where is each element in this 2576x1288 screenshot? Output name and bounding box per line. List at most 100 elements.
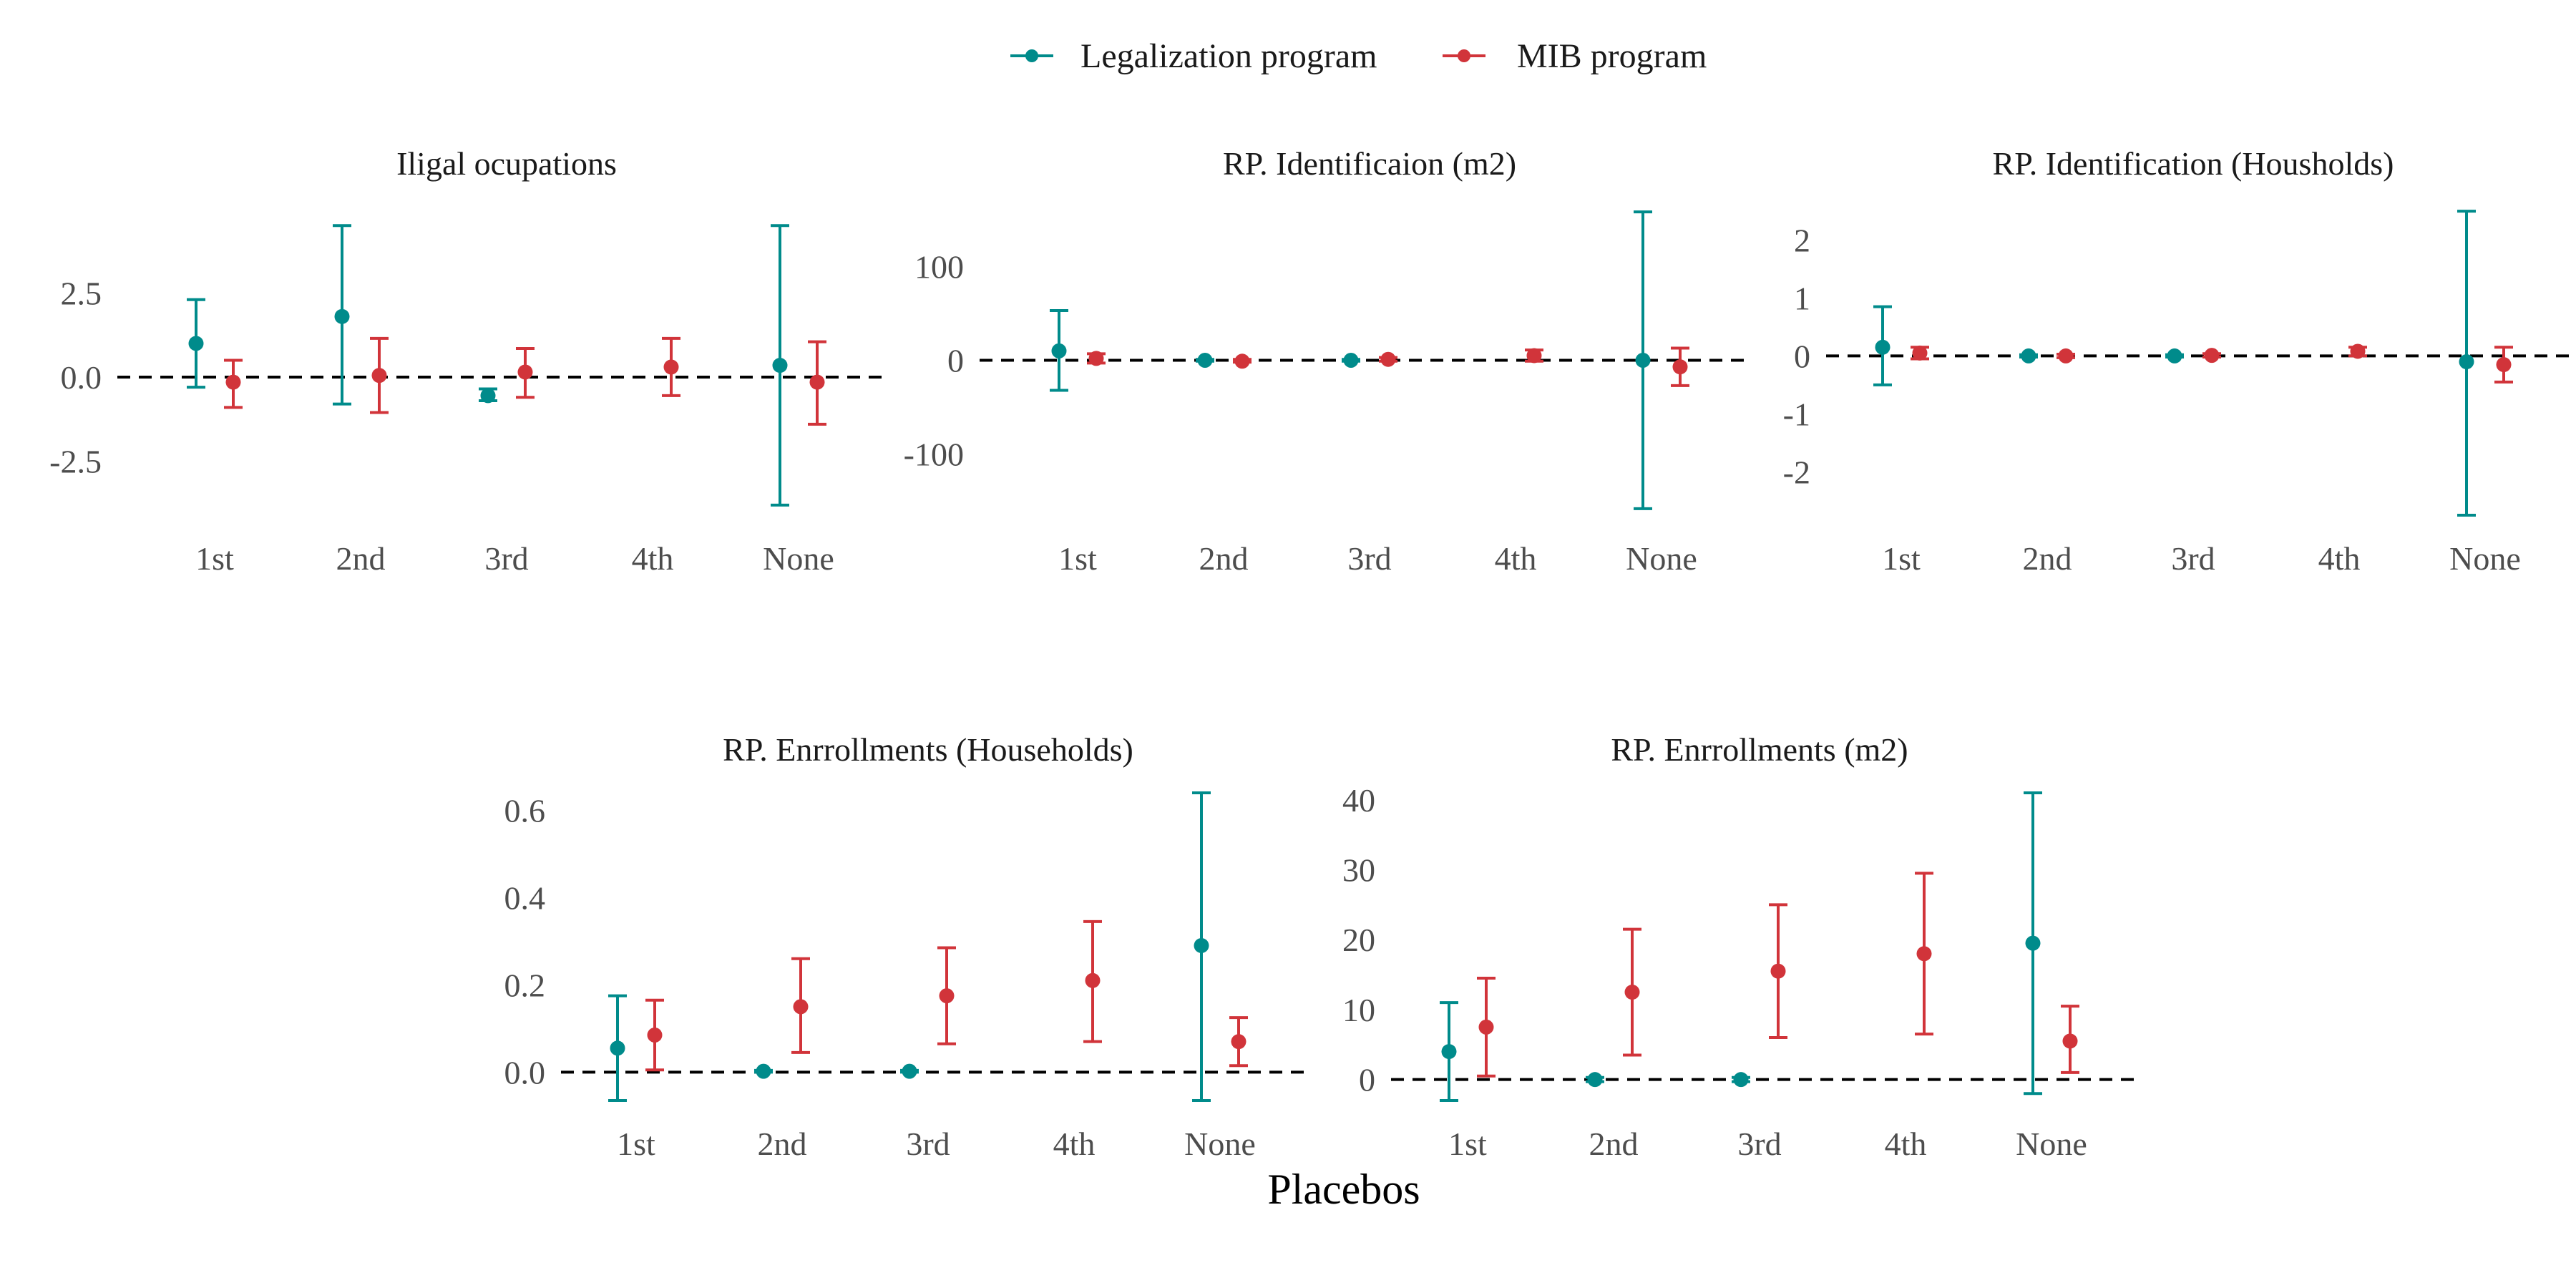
x-tick-label: 4th	[1053, 1126, 1096, 1162]
y-tick-label: -2.5	[49, 444, 102, 480]
point-estimate	[1441, 1044, 1457, 1060]
panel-title: RP. Enrrollments (m2)	[1611, 731, 1908, 768]
y-tick-label: 0.4	[504, 879, 546, 916]
x-tick-label: 3rd	[484, 540, 528, 577]
y-tick-label: 0	[1359, 1062, 1375, 1098]
estimate-legalization-none	[771, 224, 789, 507]
panel-2: RP. Identificaion (m2) 100 0 -100 1st 2nd 3rd 4…	[904, 145, 1745, 577]
x-tick-label: 2nd	[336, 540, 386, 577]
estimate-mib-4th	[1525, 348, 1543, 364]
point-estimate	[1624, 985, 1640, 1000]
x-tick-label: 1st	[617, 1126, 655, 1162]
point-estimate	[2058, 348, 2074, 364]
x-tick-label: None	[1184, 1126, 1256, 1162]
panel-title: RP. Identificaion (m2)	[1223, 145, 1516, 182]
panel-5: RP. Enrrollments (m2) 40 30 20 10 0 1st 2nd 3rd 4…	[1342, 731, 2134, 1162]
point-estimate	[1916, 946, 1932, 962]
estimate-legalization-3rd	[479, 387, 497, 404]
point-estimate	[2062, 1033, 2078, 1049]
point-estimate	[517, 364, 533, 380]
point-estimate	[1234, 353, 1250, 369]
panel-4: RP. Enrrollments (Households) 0.6 0.4 0.2 0.…	[504, 731, 1304, 1162]
point-estimate	[1478, 1019, 1494, 1035]
y-tick-label: 0.0	[61, 359, 102, 396]
estimate-mib-2nd	[2057, 348, 2075, 364]
panel-title: Iligal ocupations	[396, 145, 617, 182]
y-tick-label: -2	[1783, 454, 1810, 490]
point-estimate	[663, 359, 679, 375]
y-tick-label: 100	[914, 248, 964, 285]
estimate-mib-3rd	[2202, 348, 2221, 364]
point-estimate	[1635, 353, 1651, 368]
estimate-legalization-1st	[1050, 308, 1068, 392]
panel-1: Iligal ocupations 2.5 0.0 -2.5 1st 2nd 3rd 4th N…	[49, 145, 882, 577]
estimate-legalization-3rd	[900, 1063, 919, 1079]
estimate-mib-2nd	[1233, 353, 1252, 369]
estimate-mib-none	[1671, 346, 1689, 387]
y-tick-label: 0.2	[504, 967, 546, 1003]
point-estimate	[1231, 1034, 1246, 1050]
y-tick-label: 30	[1342, 852, 1375, 889]
x-tick-label: None	[2449, 540, 2521, 577]
x-tick-label: 1st	[1882, 540, 1921, 577]
x-tick-label: 2nd	[1199, 540, 1249, 577]
estimate-legalization-none	[2024, 791, 2042, 1096]
point-estimate	[809, 374, 825, 390]
x-tick-label: 3rd	[906, 1126, 950, 1162]
point-estimate	[1088, 351, 1104, 366]
point-estimate	[1197, 353, 1213, 368]
legend-item-mib: MIB program	[1443, 37, 1707, 75]
estimate-mib-3rd	[516, 347, 535, 399]
x-tick-label: None	[763, 540, 834, 577]
point-estimate	[1733, 1072, 1749, 1088]
panels: Iligal ocupations 2.5 0.0 -2.5 1st 2nd 3rd 4th N…	[49, 145, 2569, 1162]
estimate-legalization-none	[1634, 210, 1652, 510]
x-tick-label: 2nd	[1589, 1126, 1639, 1162]
y-tick-label: 0.0	[504, 1054, 546, 1091]
y-tick-label: 20	[1342, 922, 1375, 958]
estimate-mib-none	[1229, 1016, 1248, 1068]
y-tick-label: 0.6	[504, 792, 546, 829]
x-axis-title: Placebos	[1267, 1166, 1420, 1213]
x-tick-label: None	[1626, 540, 1697, 577]
estimate-legalization-1st	[187, 298, 205, 389]
estimate-mib-2nd	[370, 336, 389, 414]
point-estimate	[1912, 345, 1928, 361]
estimate-mib-3rd	[1379, 351, 1397, 367]
point-estimate	[225, 374, 241, 390]
point-estimate	[772, 358, 788, 374]
estimate-mib-4th	[2348, 343, 2367, 359]
panel-title: RP. Identification (Housholds)	[1993, 145, 2394, 182]
y-tick-label: -100	[904, 436, 964, 473]
point-estimate	[1343, 353, 1359, 368]
point-estimate	[1194, 937, 1209, 953]
estimate-mib-4th	[1083, 919, 1102, 1043]
y-tick-label: 10	[1342, 992, 1375, 1028]
panel-title: RP. Enrrollments (Households)	[723, 731, 1133, 768]
estimate-legalization-1st	[1440, 1001, 1458, 1102]
estimate-mib-1st	[645, 998, 664, 1072]
x-tick-label: 2nd	[758, 1126, 807, 1162]
estimate-legalization-1st	[1873, 305, 1892, 386]
estimate-mib-1st	[1477, 976, 1496, 1078]
point-estimate	[2204, 348, 2220, 364]
legend: Legalization program MIB program	[1010, 37, 1707, 75]
y-tick-label: 0	[947, 343, 964, 379]
y-tick-label: 1	[1794, 280, 1810, 316]
estimate-mib-1st	[1911, 345, 1929, 361]
estimate-mib-none	[808, 340, 826, 426]
estimate-legalization-none	[2457, 210, 2476, 517]
point-estimate	[647, 1028, 663, 1043]
estimate-legalization-2nd	[1196, 353, 1214, 368]
estimate-legalization-3rd	[1732, 1072, 1750, 1088]
y-tick-label: 0	[1794, 338, 1810, 374]
estimate-mib-2nd	[1623, 927, 1641, 1057]
point-estimate	[2496, 357, 2512, 373]
point-estimate	[1587, 1072, 1603, 1088]
point-estimate	[2025, 935, 2041, 951]
legend-label-mib: MIB program	[1517, 37, 1707, 75]
point-estimate	[2167, 348, 2182, 364]
estimate-legalization-2nd	[333, 224, 351, 406]
panel-3: RP. Identification (Housholds) 2 1 0 -1 -2 1st…	[1783, 145, 2569, 577]
